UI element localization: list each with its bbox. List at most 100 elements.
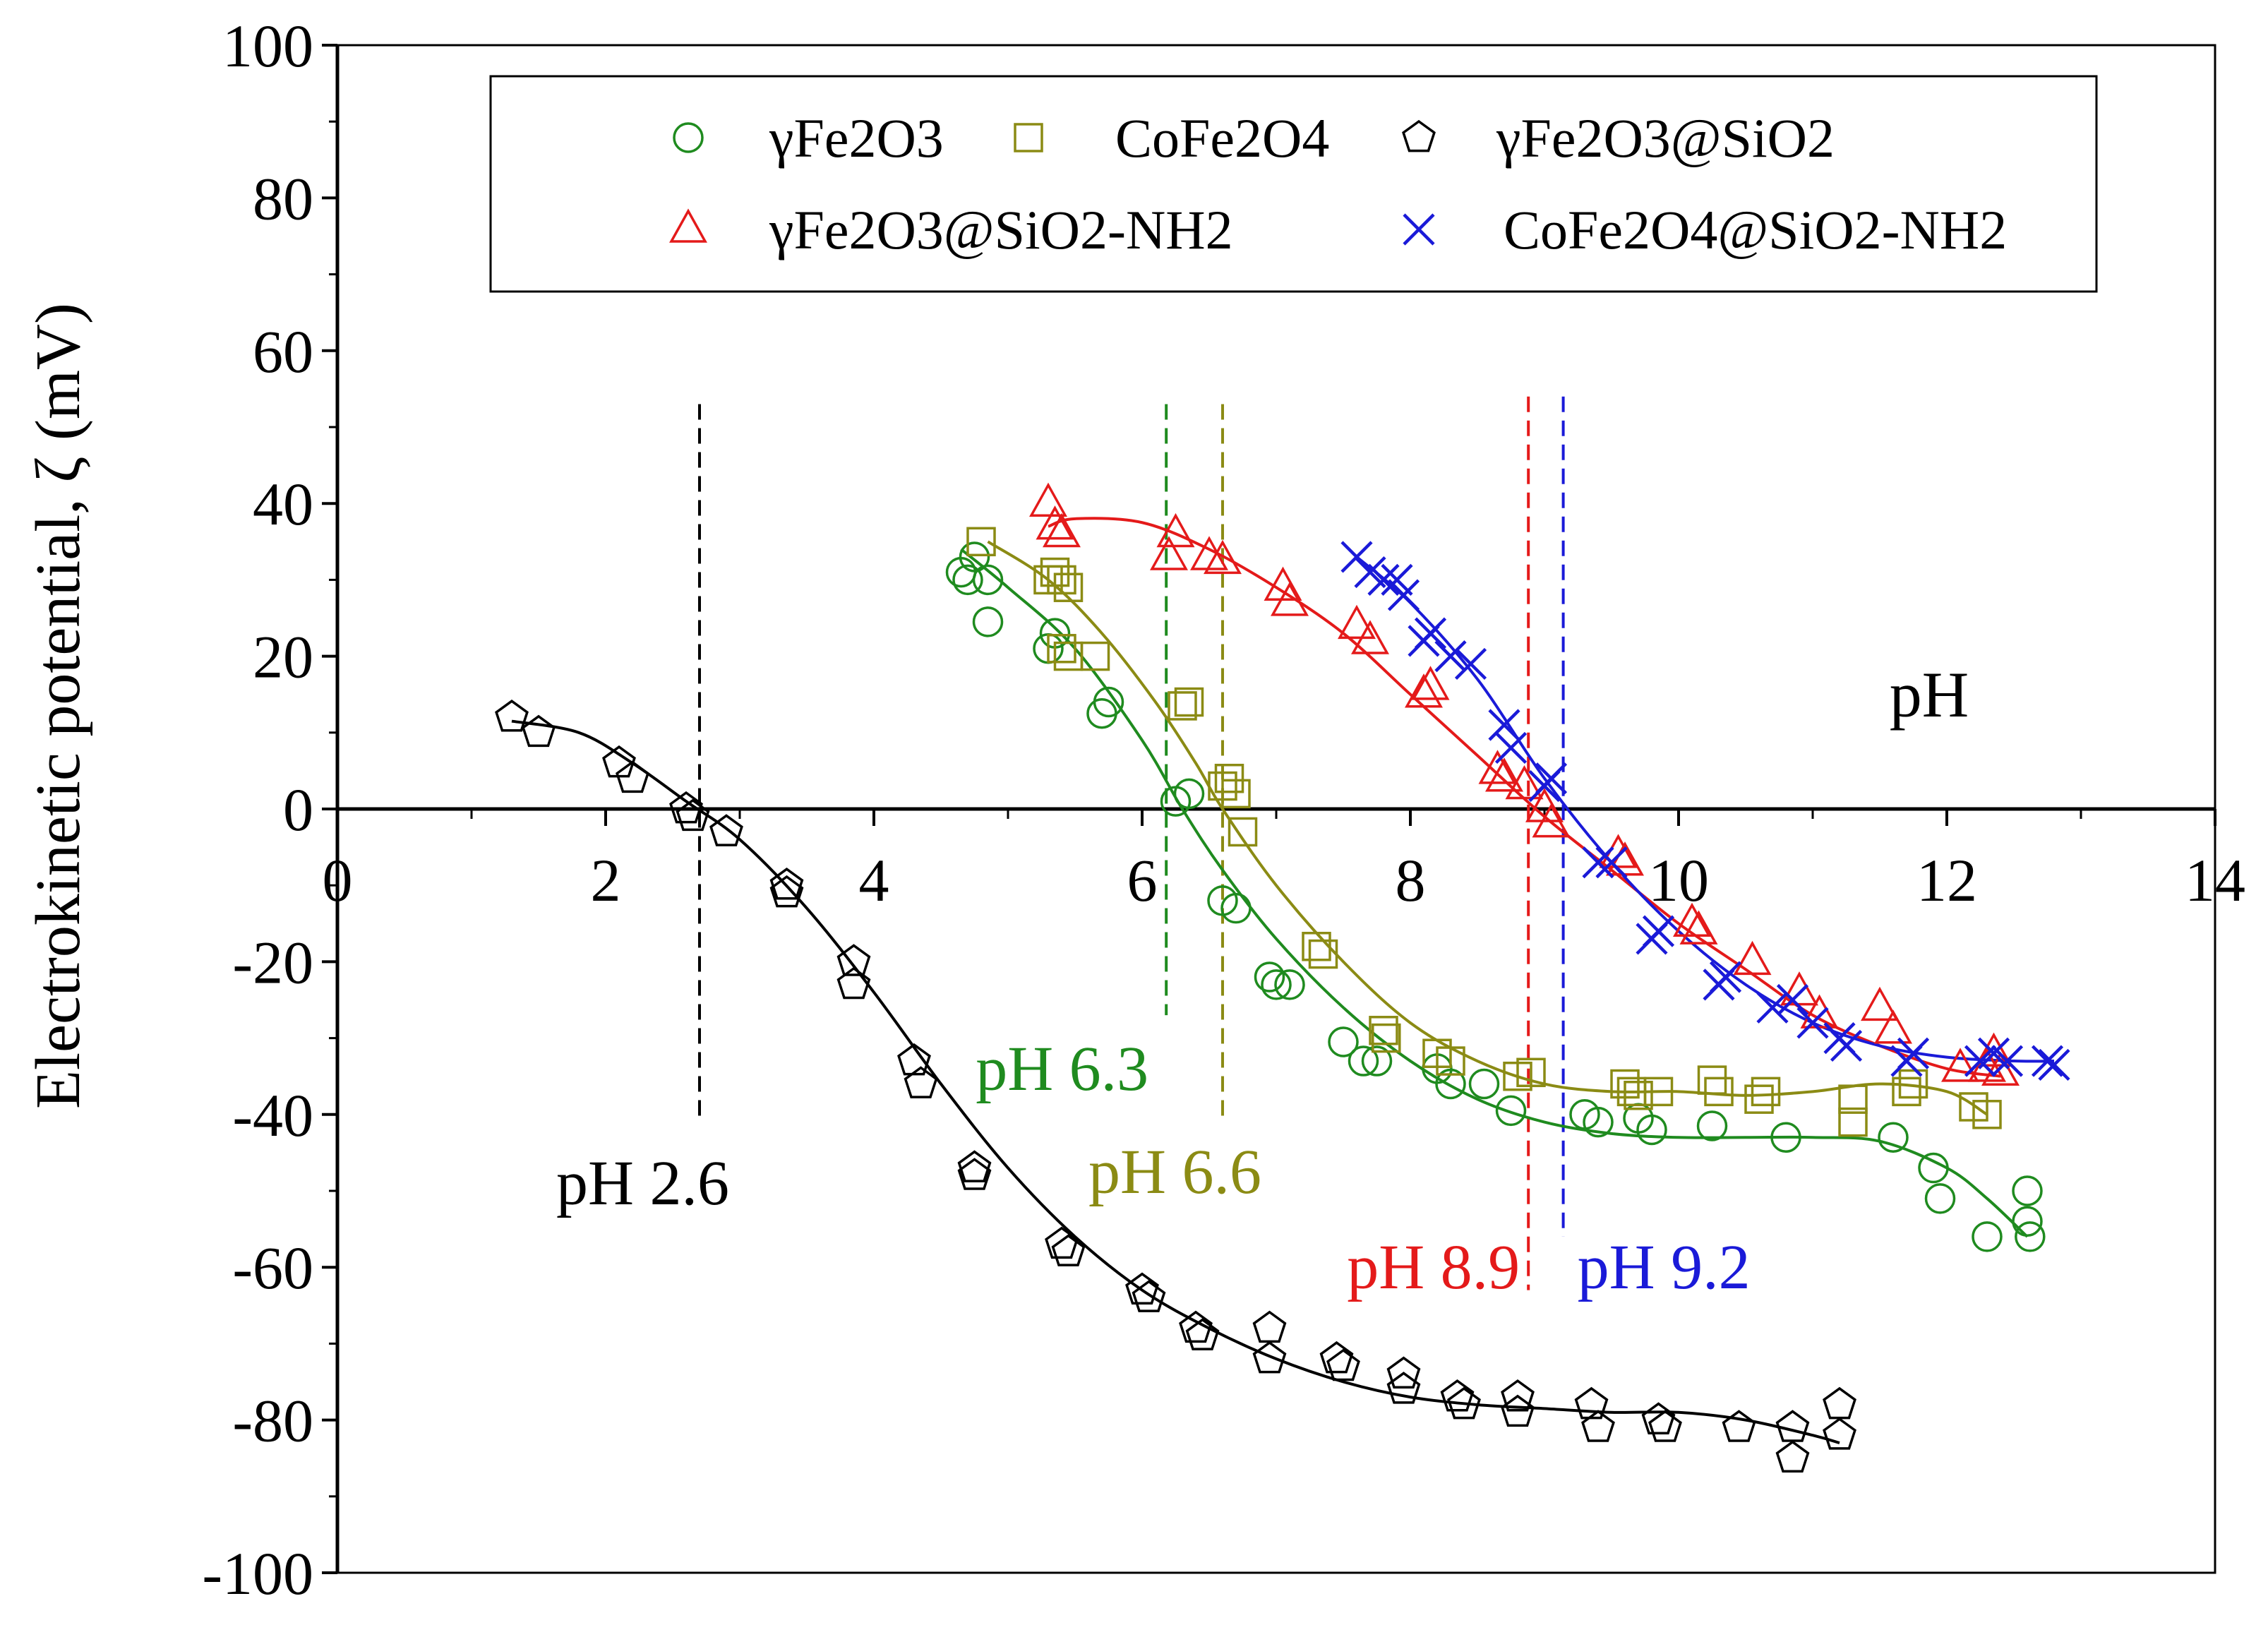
gFe2O3_SiO2-point	[1501, 1379, 1535, 1412]
gFe2O3_SiO2-point	[769, 875, 804, 908]
CoFe2O4-point	[1053, 572, 1084, 602]
gFe2O3_SiO2-point	[1132, 1280, 1166, 1312]
CoFe2O4-point	[1372, 1023, 1401, 1053]
CoFe2O4-legend-marker	[1014, 123, 1043, 152]
y-tick-label: -20	[232, 928, 313, 996]
isoelectric-label: pH 6.6	[1088, 1137, 1261, 1207]
gFe2O3_SiO2-point	[1185, 1318, 1220, 1350]
x-tick-label: 6	[1127, 846, 1158, 914]
gFe2O3-point	[1583, 1106, 1614, 1138]
isoelectric-label: pH 9.2	[1578, 1233, 1751, 1302]
y-tick-label: 100	[222, 12, 313, 80]
CoFe2O4-point	[966, 527, 996, 557]
gFe2O3_SiO2_NH2-point	[1861, 986, 1899, 1021]
y-tick-label: -40	[232, 1081, 313, 1149]
CoFe2O4_SiO2_NH2-point	[1414, 617, 1447, 649]
CoFe2O4_SiO2_NH2-point	[1642, 915, 1675, 947]
CoFe2O4-point	[1174, 687, 1204, 717]
CoFe2O4_SiO2_NH2-point	[1367, 563, 1400, 596]
gFe2O3_SiO2-point	[1581, 1410, 1615, 1442]
gFe2O3-point	[952, 564, 983, 596]
gFe2O3-point	[2012, 1206, 2043, 1237]
gFe2O3_SiO2_NH2-point	[1874, 1009, 1912, 1044]
y-tick-label: 60	[253, 318, 313, 385]
gFe2O3_SiO2-point	[836, 944, 871, 976]
gFe2O3_SiO2_NH2-point	[1029, 482, 1067, 517]
x-tick-label: 10	[1648, 846, 1709, 914]
isoelectric-label: pH 2.6	[556, 1149, 729, 1218]
gFe2O3_SiO2_NH2-point	[1405, 673, 1443, 708]
CoFe2O4_SiO2_NH2-point	[1454, 647, 1487, 680]
CoFe2O4-point	[1047, 565, 1076, 595]
x-tick-label: 0	[323, 846, 353, 914]
gFe2O3_SiO2-fit-curve	[511, 719, 1840, 1444]
y-axis-label: Electrokinetic potential, ζ (mV)	[23, 303, 93, 1109]
gFe2O3_SiO2_NH2-point	[1525, 788, 1564, 822]
gFe2O3_SiO2-point	[1125, 1272, 1159, 1305]
gFe2O3_SiO2-point	[669, 791, 703, 824]
gFe2O3_SiO2-point	[957, 1158, 992, 1190]
CoFe2O4-point	[1697, 1065, 1727, 1095]
x-axis: 0 2 4 6 8 10 12 14	[323, 807, 2245, 914]
gFe2O3_SiO2-point	[897, 1043, 931, 1076]
CoFe2O4_SiO2_NH2-point	[1535, 762, 1568, 795]
y-tick-label: 40	[253, 470, 313, 538]
gFe2O3_SiO2_NH2-point	[1780, 971, 1818, 1006]
gFe2O3-point	[1495, 1095, 1527, 1127]
legend: γFe2O3 CoFe2O4 γFe2O3@SiO2 γFe2O3@SiO2-NH2 C…	[489, 75, 2098, 293]
gFe2O3_SiO2_NH2-point	[1338, 604, 1376, 640]
gFe2O3_SiO2_NH2-point	[1673, 902, 1711, 937]
CoFe2O4_SiO2_NH2-point	[2031, 1045, 2064, 1077]
gFe2O3-point	[1468, 1068, 1500, 1100]
gFe2O3_SiO2-point	[904, 1066, 938, 1098]
y-tick-label: -60	[232, 1234, 313, 1302]
gFe2O3-legend-marker	[673, 122, 704, 153]
gFe2O3-fit-curve	[960, 548, 2029, 1238]
gFe2O3-point	[1878, 1122, 1909, 1153]
gFe2O3_SiO2-legend-label: γFe2O3@SiO2	[1496, 107, 1835, 169]
CoFe2O4-point	[1892, 1077, 1921, 1107]
gFe2O3_SiO2-point	[1823, 1386, 1856, 1420]
gFe2O3_SiO2_NH2-point	[1156, 512, 1195, 548]
CoFe2O4-point	[1436, 1046, 1465, 1076]
CoFe2O4-point	[1047, 634, 1076, 664]
y-tick-label: -100	[202, 1540, 313, 1607]
gFe2O3_SiO2-point	[836, 966, 871, 1000]
CoFe2O4-point	[1080, 641, 1110, 671]
gFe2O3_SiO2-point	[1386, 1356, 1421, 1389]
CoFe2O4_SiO2_NH2-point	[1709, 961, 1742, 993]
y-tick-label: 0	[283, 776, 313, 844]
gFe2O3-point	[1328, 1026, 1359, 1057]
CoFe2O4-point	[1838, 1084, 1868, 1114]
gFe2O3-point	[1173, 778, 1205, 810]
y-tick-label: -80	[232, 1387, 313, 1455]
gFe2O3_SiO2-point	[1319, 1341, 1354, 1374]
gFe2O3_SiO2-point	[1386, 1372, 1421, 1404]
CoFe2O4_SiO2_NH2-point	[2038, 1048, 2070, 1081]
CoFe2O4_SiO2_NH2-point	[1488, 709, 1520, 741]
x-tick-label: 8	[1396, 846, 1426, 914]
gFe2O3_SiO2-legend-marker	[1402, 119, 1436, 152]
gFe2O3-point	[959, 541, 990, 572]
x-tick-label: 14	[2185, 846, 2245, 914]
y-axis: 100 80 60 40 20 0 -20 -40 -60 -80 -100	[202, 12, 340, 1607]
x-tick-label: 2	[591, 846, 621, 914]
gFe2O3_SiO2_NH2-point	[1150, 536, 1188, 570]
gFe2O3-point	[1636, 1114, 1667, 1146]
CoFe2O4-point	[1302, 932, 1331, 961]
gFe2O3_SiO2-point	[769, 868, 804, 900]
gFe2O3_SiO2_NH2-point	[1485, 757, 1523, 792]
gFe2O3_SiO2_NH2-point	[1351, 620, 1389, 654]
gFe2O3_SiO2-point	[1641, 1402, 1676, 1434]
gFe2O3-legend-label: γFe2O3	[769, 107, 944, 169]
gFe2O3_SiO2_NH2-point	[1271, 582, 1309, 616]
gFe2O3-point	[1274, 969, 1305, 1000]
gFe2O3_SiO2-point	[616, 760, 649, 793]
isoelectric-point-lines: pH 2.6 pH 6.3 pH 6.6 pH 8.9 pH 9.2	[556, 396, 1751, 1302]
gFe2O3_SiO2-point	[1045, 1226, 1079, 1259]
CoFe2O4_SiO2_NH2-point	[1595, 846, 1628, 879]
gFe2O3_SiO2-point	[1648, 1410, 1682, 1442]
gFe2O3_SiO2-point	[1252, 1341, 1287, 1374]
gFe2O3_SiO2_NH2-point	[1411, 666, 1450, 700]
